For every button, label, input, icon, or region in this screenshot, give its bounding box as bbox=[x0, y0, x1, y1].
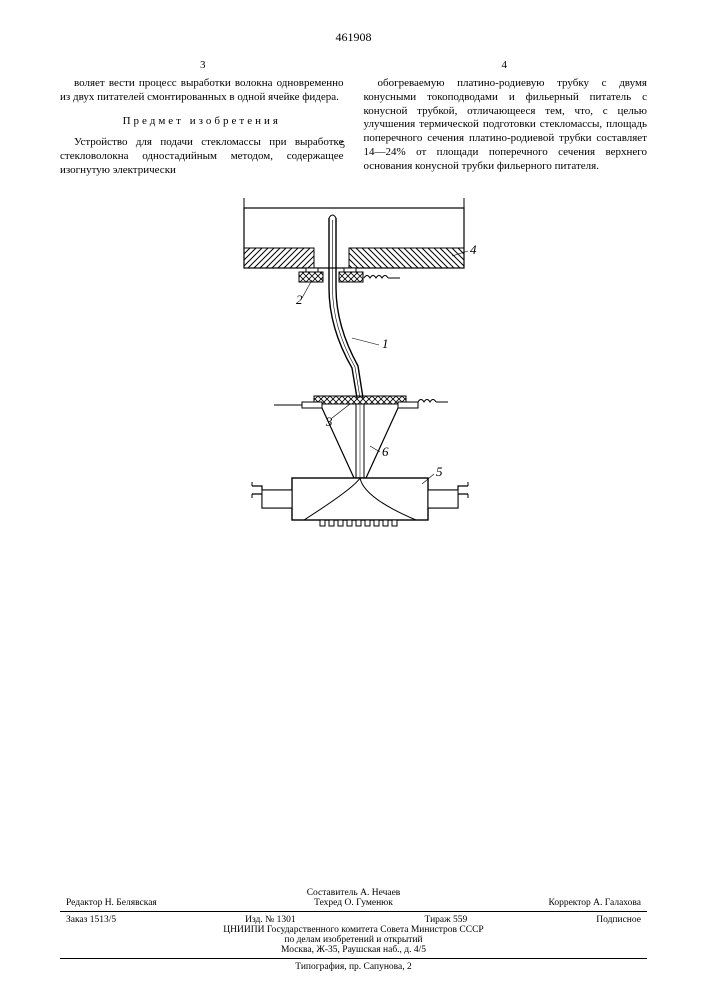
colophon-podpisnoe: Подписное bbox=[596, 915, 641, 925]
figure-label-5: 5 bbox=[436, 464, 443, 479]
right-column: обогреваемую платино-родиевую трубку с д… bbox=[364, 77, 648, 178]
colophon-proofreader: Корректор А. Галахова bbox=[449, 898, 641, 908]
colophon-addr: Москва, Ж-35, Раушская наб., д. 4/5 bbox=[60, 945, 647, 955]
text-columns: воляет вести процесс выработки волокна о… bbox=[60, 77, 647, 178]
colophon-editor: Редактор Н. Белявская bbox=[66, 898, 258, 908]
left-column: воляет вести процесс выработки волокна о… bbox=[60, 77, 344, 178]
subject-title: Предмет изобретения bbox=[60, 115, 344, 129]
right-paragraph-1: обогреваемую платино-родиевую трубку с д… bbox=[364, 77, 648, 173]
colophon-compiler: Составитель А. Нечаев bbox=[60, 888, 647, 898]
technical-figure: 1 2 3 4 5 6 bbox=[60, 198, 647, 583]
colophon-typography: Типография, пр. Сапунова, 2 bbox=[60, 962, 647, 972]
figure-svg: 1 2 3 4 5 6 bbox=[204, 198, 504, 578]
figure-label-3: 3 bbox=[325, 414, 333, 429]
figure-label-2: 2 bbox=[296, 292, 303, 307]
left-paragraph-1: воляет вести процесс выработки волокна о… bbox=[60, 77, 344, 105]
figure-label-4: 4 bbox=[470, 242, 477, 257]
line-number-5: 5 bbox=[340, 140, 345, 151]
left-paragraph-2: Устройство для подачи стекломассы при вы… bbox=[60, 136, 344, 177]
colophon-org1: ЦНИИПИ Государственного комитета Совета … bbox=[60, 925, 647, 935]
colophon-org2: по делам изобретений и открытий bbox=[60, 935, 647, 945]
colophon-izd: Изд. № 1301 bbox=[245, 915, 295, 925]
colophon: Составитель А. Нечаев Редактор Н. Белявс… bbox=[60, 888, 647, 972]
document-number: 461908 bbox=[60, 30, 647, 45]
colophon-order: Заказ 1513/5 bbox=[66, 915, 116, 925]
page-number-right: 4 bbox=[502, 59, 508, 71]
page-numbers: 3 4 bbox=[60, 59, 647, 71]
page-number-left: 3 bbox=[200, 59, 206, 71]
colophon-tech-editor: Техред О. Гуменюк bbox=[258, 898, 450, 908]
colophon-tirazh: Тираж 559 bbox=[425, 915, 468, 925]
figure-label-1: 1 bbox=[382, 336, 389, 351]
figure-label-6: 6 bbox=[382, 444, 389, 459]
